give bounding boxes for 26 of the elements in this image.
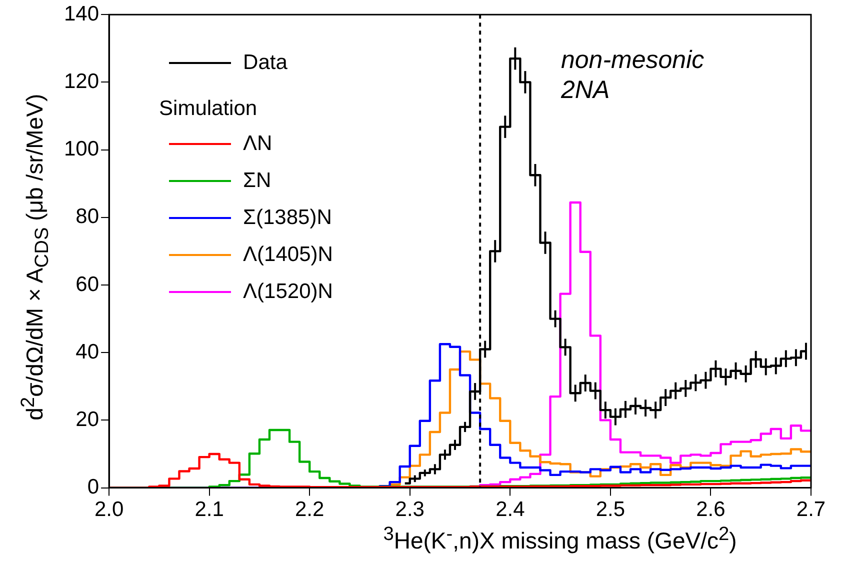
- legend-label: Data: [243, 50, 288, 76]
- annotation: non-mesonic: [561, 44, 706, 75]
- y-tick-label: 20: [76, 408, 100, 431]
- legend-label: Λ(1520)N: [243, 279, 333, 306]
- x-tick-label: 2.7: [796, 498, 826, 522]
- x-tick-label: 2.6: [696, 498, 726, 522]
- x-axis-title: $^{3}$He(K$^{-}$,n)X missing mass (GeV/c$^{2}$): [382, 522, 738, 554]
- x-tick-label: 2.2: [294, 498, 324, 522]
- annotation: 2NA: [561, 74, 611, 105]
- legend-label: ΣN: [243, 168, 272, 194]
- x-tick-label: 2.4: [496, 498, 526, 522]
- x-tick-label: 2.0: [94, 498, 124, 522]
- x-tick-label: 2.5: [596, 498, 626, 522]
- legend-label: Σ(1385)N: [243, 205, 332, 232]
- y-tick-label: 60: [76, 272, 100, 296]
- y-tick-label: 0: [87, 476, 100, 499]
- y-tick-label: 40: [76, 340, 100, 364]
- y-tick-label: 100: [64, 138, 100, 161]
- legend-label: Λ(1405)N: [243, 242, 333, 268]
- y-tick-label: 80: [76, 205, 100, 228]
- x-tick-label: 2.1: [194, 498, 224, 522]
- y-tick-label: 120: [64, 70, 100, 93]
- legend-label: ΛN: [243, 131, 272, 158]
- x-tick-label: 2.3: [395, 498, 424, 522]
- legend-title: Simulation: [159, 96, 258, 122]
- y-tick-label: 140: [64, 2, 100, 26]
